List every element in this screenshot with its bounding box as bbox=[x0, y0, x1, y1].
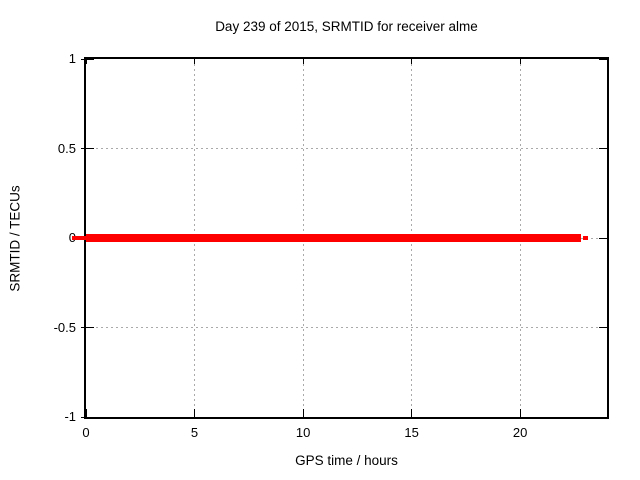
y-gridline bbox=[86, 327, 607, 328]
y-tick-right bbox=[599, 327, 607, 328]
y-tick-left bbox=[81, 58, 94, 60]
x-tick-label: 10 bbox=[295, 425, 311, 440]
series-srmtid-tail bbox=[582, 236, 588, 240]
x-tick-top bbox=[194, 59, 196, 64]
y-tick-label: 0 bbox=[14, 230, 76, 246]
x-tick-label: 20 bbox=[512, 425, 528, 440]
y-tick-label: -1 bbox=[64, 409, 76, 424]
x-tick-bottom bbox=[85, 409, 87, 417]
x-axis-label: GPS time / hours bbox=[295, 453, 398, 468]
x-tick-top bbox=[85, 59, 87, 64]
y-tick-left bbox=[81, 416, 94, 418]
y-gridline bbox=[86, 148, 607, 149]
series-srmtid-line bbox=[86, 234, 581, 242]
x-tick-bottom bbox=[519, 409, 521, 417]
y-tick-label: 1 bbox=[68, 51, 76, 66]
x-tick-top bbox=[411, 59, 413, 64]
series-srmtid-lead-in bbox=[72, 236, 86, 240]
x-tick-label: 0 bbox=[82, 425, 90, 440]
y-tick-right bbox=[599, 237, 607, 239]
x-tick-bottom bbox=[194, 409, 196, 417]
y-tick-left bbox=[81, 148, 94, 149]
x-tick-top bbox=[302, 59, 304, 64]
x-tick-top bbox=[519, 59, 521, 64]
y-tick-left bbox=[81, 327, 94, 328]
y-tick-right bbox=[599, 58, 607, 60]
y-tick-label: 0.5 bbox=[57, 140, 76, 156]
x-tick-bottom bbox=[302, 409, 304, 417]
chart-title: Day 239 of 2015, SRMTID for receiver alm… bbox=[215, 19, 478, 34]
x-tick-label: 5 bbox=[190, 425, 199, 440]
x-tick-bottom bbox=[411, 409, 413, 417]
y-tick-label: -0.5 bbox=[53, 319, 76, 335]
y-tick-right bbox=[599, 148, 607, 149]
x-tick-label: 15 bbox=[404, 425, 419, 440]
y-tick-right bbox=[599, 416, 607, 418]
